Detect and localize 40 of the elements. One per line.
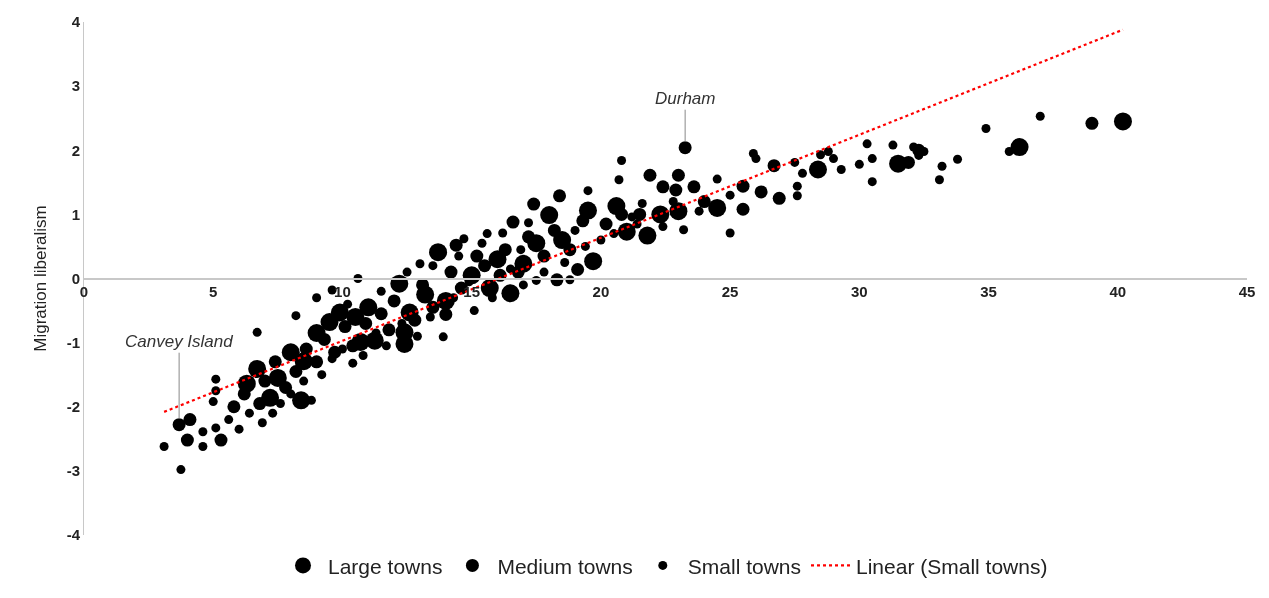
- y-tick-label: -2: [66, 398, 80, 415]
- legend-label: Linear (Small towns): [856, 554, 1048, 578]
- y-tick-label: -4: [66, 526, 81, 544]
- point: [540, 206, 559, 225]
- point: [708, 198, 727, 217]
- point: [501, 284, 520, 303]
- x-tick-label: 10: [334, 283, 351, 301]
- point: [292, 391, 311, 410]
- point: [330, 303, 349, 322]
- y-tick-label: -3: [66, 462, 80, 480]
- legend-label: Medium towns: [497, 554, 633, 578]
- point: [281, 343, 300, 362]
- y-axis-title: Migration liberalism: [31, 205, 51, 352]
- point: [808, 160, 827, 179]
- x-tick-label: 40: [1109, 283, 1127, 301]
- y-tick-label: 1: [71, 205, 80, 223]
- point: [638, 226, 657, 245]
- annotation: Canvey Island: [125, 332, 234, 351]
- legend-label: Large towns: [328, 554, 443, 578]
- y-tick-label: 3: [71, 77, 80, 95]
- x-tick-label: 30: [850, 283, 868, 301]
- y-tick-label: -1: [66, 333, 80, 351]
- point: [429, 243, 448, 262]
- point: [617, 222, 636, 241]
- x-tick-label: 20: [592, 283, 610, 301]
- annotation: Durham: [655, 89, 716, 108]
- y-tick-label: 4: [71, 13, 81, 31]
- x-tick-label: 45: [1238, 283, 1256, 301]
- y-tick-label: 2: [71, 141, 80, 159]
- x-tick-label: 15: [463, 283, 481, 301]
- x-tick-label: 25: [721, 283, 739, 301]
- point: [248, 359, 267, 378]
- point: [359, 298, 378, 317]
- y-tick-label: 0: [71, 269, 80, 287]
- point: [1113, 112, 1132, 131]
- point: [584, 252, 603, 271]
- x-tick-label: 35: [980, 283, 997, 301]
- legend-label: Small towns: [687, 554, 801, 578]
- x-tick-label: 5: [209, 283, 218, 301]
- point: [1010, 138, 1029, 157]
